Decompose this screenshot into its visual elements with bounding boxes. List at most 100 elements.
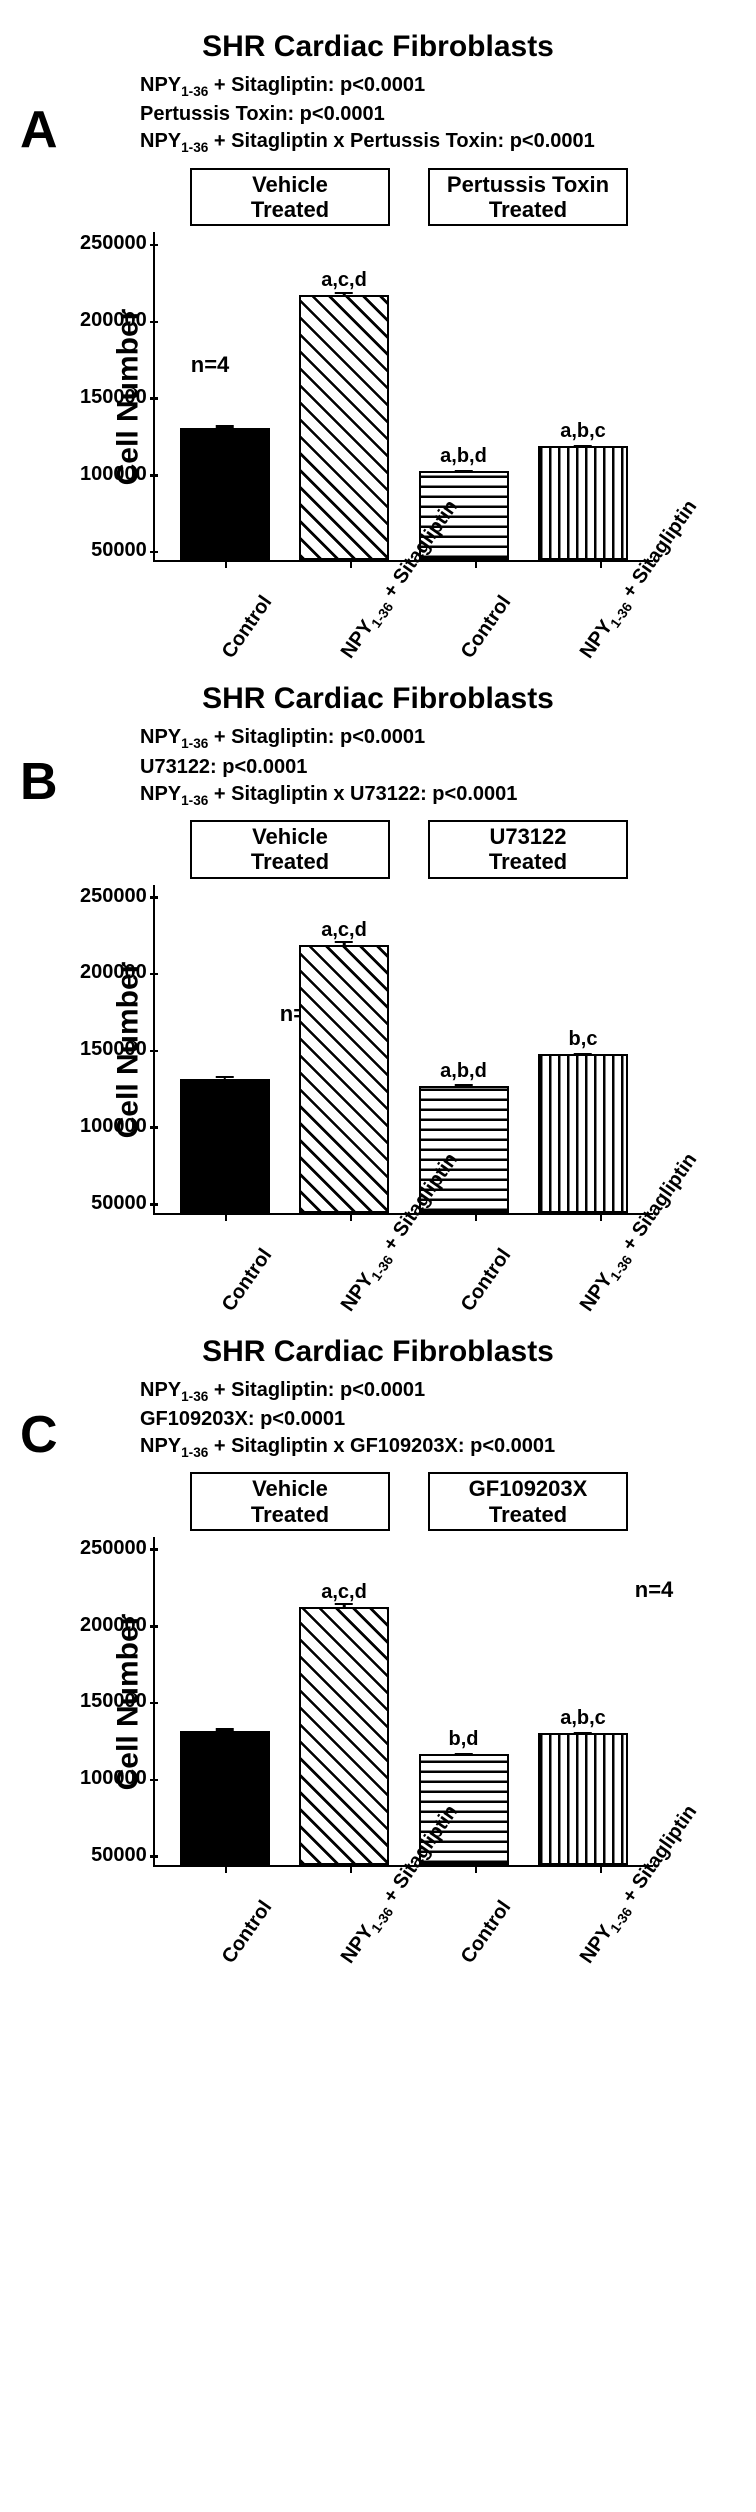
treatment-boxes: VehicleTreated Pertussis ToxinTreated — [190, 168, 736, 227]
bar-slot — [175, 1053, 275, 1213]
figure-root: A SHR Cardiac Fibroblasts NPY1-36 + Sitagl… — [20, 30, 736, 1867]
y-tick-label: 250000 — [80, 232, 147, 255]
stats-block: NPY1-36 + Sitagliptin: p<0.0001U73122: p… — [140, 724, 736, 810]
treatment-box: GF109203XTreated — [428, 1472, 628, 1531]
bar-slot: a,b,c — [533, 1707, 633, 1865]
y-tick-label: 100000 — [80, 1115, 147, 1138]
y-tick-label: 100000 — [80, 1767, 147, 1790]
treatment-box: Pertussis ToxinTreated — [428, 168, 628, 227]
bars-row: a,c,d a,b,d a,b,c — [155, 232, 653, 560]
treatment-box: VehicleTreated — [190, 168, 390, 227]
error-bar — [582, 1053, 585, 1056]
plot-wrap: Cell Number25000020000015000010000050000… — [80, 885, 736, 1215]
bar-annotation: a,c,d — [321, 1581, 367, 1605]
x-label: Control — [456, 1221, 534, 1317]
panel-letter: B — [20, 752, 58, 812]
x-label: NPY1-36 + Sitagliptin — [337, 1873, 415, 1969]
x-label: NPY1-36 + Sitagliptin — [576, 1873, 654, 1969]
bar-slot: b,c — [533, 1028, 633, 1212]
bar — [538, 1733, 628, 1865]
error-bar — [462, 1753, 465, 1756]
error-bar — [462, 1084, 465, 1087]
y-tick-label: 200000 — [80, 961, 147, 984]
bar-slot: a,c,d — [294, 1581, 394, 1864]
bar-slot — [175, 1705, 275, 1865]
x-label: NPY1-36 + Sitagliptin — [576, 1221, 654, 1317]
bar-annotation: a,b,c — [560, 1707, 606, 1731]
bar-annotation: a,c,d — [321, 919, 367, 943]
error-bar — [343, 292, 346, 297]
x-label: NPY1-36 + Sitagliptin — [576, 568, 654, 664]
bar-slot: a,c,d — [294, 919, 394, 1212]
x-label: NPY1-36 + Sitagliptin — [337, 568, 415, 664]
bars-row: a,c,d b,d a,b,c — [155, 1537, 653, 1865]
panel-letter: C — [20, 1405, 58, 1465]
stats-line: NPY1-36 + Sitagliptin x U73122: p<0.0001 — [140, 781, 736, 810]
panel-a: A SHR Cardiac Fibroblasts NPY1-36 + Sitagl… — [20, 30, 736, 562]
panel-b: B SHR Cardiac Fibroblasts NPY1-36 + Sitagl… — [20, 682, 736, 1214]
x-label: Control — [456, 1873, 534, 1969]
plot-area: n=4a,c,db,da,b,cControlNPY1-36 + Sitagli… — [153, 1537, 653, 1867]
bar-annotation: a,b,c — [560, 420, 606, 444]
y-tick-label: 250000 — [80, 1537, 147, 1560]
plot-wrap: Cell Number25000020000015000010000050000… — [80, 232, 736, 562]
bar-slot — [175, 402, 275, 560]
bar — [299, 945, 389, 1212]
bar-annotation: a,c,d — [321, 269, 367, 293]
y-axis: 250000 200000 150000 100000 50000 — [80, 232, 153, 562]
error-bar — [223, 425, 226, 430]
y-tick-label: 100000 — [80, 463, 147, 486]
chart-title: SHR Cardiac Fibroblasts — [20, 682, 736, 716]
error-bar — [223, 1728, 226, 1733]
y-tick-label: 50000 — [91, 539, 147, 562]
stats-line: NPY1-36 + Sitagliptin x GF109203X: p<0.0… — [140, 1433, 736, 1462]
stats-line: NPY1-36 + Sitagliptin: p<0.0001 — [140, 1377, 736, 1406]
treatment-boxes: VehicleTreated GF109203XTreated — [190, 1472, 736, 1531]
stats-line: NPY1-36 + Sitagliptin x Pertussis Toxin:… — [140, 128, 736, 157]
treatment-box: U73122Treated — [428, 820, 628, 879]
treatment-box: VehicleTreated — [190, 1472, 390, 1531]
stats-line: NPY1-36 + Sitagliptin: p<0.0001 — [140, 724, 736, 753]
x-labels: ControlNPY1-36 + SitagliptinControlNPY1-… — [155, 1865, 653, 1890]
stats-line: U73122: p<0.0001 — [140, 754, 736, 781]
stats-block: NPY1-36 + Sitagliptin: p<0.0001GF109203X… — [140, 1377, 736, 1463]
error-bar — [343, 941, 346, 948]
y-tick-label: 150000 — [80, 1038, 147, 1061]
error-bar — [582, 445, 585, 448]
y-tick-label: 150000 — [80, 1690, 147, 1713]
stats-line: Pertussis Toxin: p<0.0001 — [140, 101, 736, 128]
y-axis: 250000 200000 150000 100000 50000 — [80, 1537, 153, 1867]
chart-title: SHR Cardiac Fibroblasts — [20, 30, 736, 64]
stats-line: NPY1-36 + Sitagliptin: p<0.0001 — [140, 72, 736, 101]
y-tick-label: 200000 — [80, 1614, 147, 1637]
y-tick-label: 150000 — [80, 386, 147, 409]
bar — [538, 1054, 628, 1212]
x-label: NPY1-36 + Sitagliptin — [337, 1221, 415, 1317]
bars-row: a,c,d a,b,d b,c — [155, 885, 653, 1213]
bar — [180, 428, 270, 560]
treatment-box: VehicleTreated — [190, 820, 390, 879]
y-tick-label: 50000 — [91, 1192, 147, 1215]
bar-slot: a,c,d — [294, 269, 394, 561]
bar — [299, 295, 389, 561]
y-tick-label: 200000 — [80, 309, 147, 332]
stats-line: GF109203X: p<0.0001 — [140, 1406, 736, 1433]
panel-letter: A — [20, 100, 58, 160]
bar-annotation: b,c — [569, 1028, 598, 1052]
plot-area: n=4a,c,da,b,da,b,cControlNPY1-36 + Sitag… — [153, 232, 653, 562]
y-tick-label: 50000 — [91, 1844, 147, 1867]
bar — [299, 1607, 389, 1864]
error-bar — [462, 470, 465, 473]
y-axis: 25000020000015000010000050000 — [80, 885, 153, 1215]
error-bar — [223, 1076, 226, 1081]
bar-annotation: a,b,d — [440, 1060, 487, 1084]
plot-wrap: Cell Number25000020000015000010000050000… — [80, 1537, 736, 1867]
bar — [180, 1079, 270, 1213]
x-label: Control — [217, 568, 295, 664]
x-label: Control — [456, 568, 534, 664]
bar — [180, 1731, 270, 1865]
bar-annotation: a,b,d — [440, 445, 487, 469]
plot-area: n=4a,c,da,b,db,cControlNPY1-36 + Sitagli… — [153, 885, 653, 1215]
bar-annotation: b,d — [449, 1728, 479, 1752]
stats-block: NPY1-36 + Sitagliptin: p<0.0001Pertussis… — [140, 72, 736, 158]
